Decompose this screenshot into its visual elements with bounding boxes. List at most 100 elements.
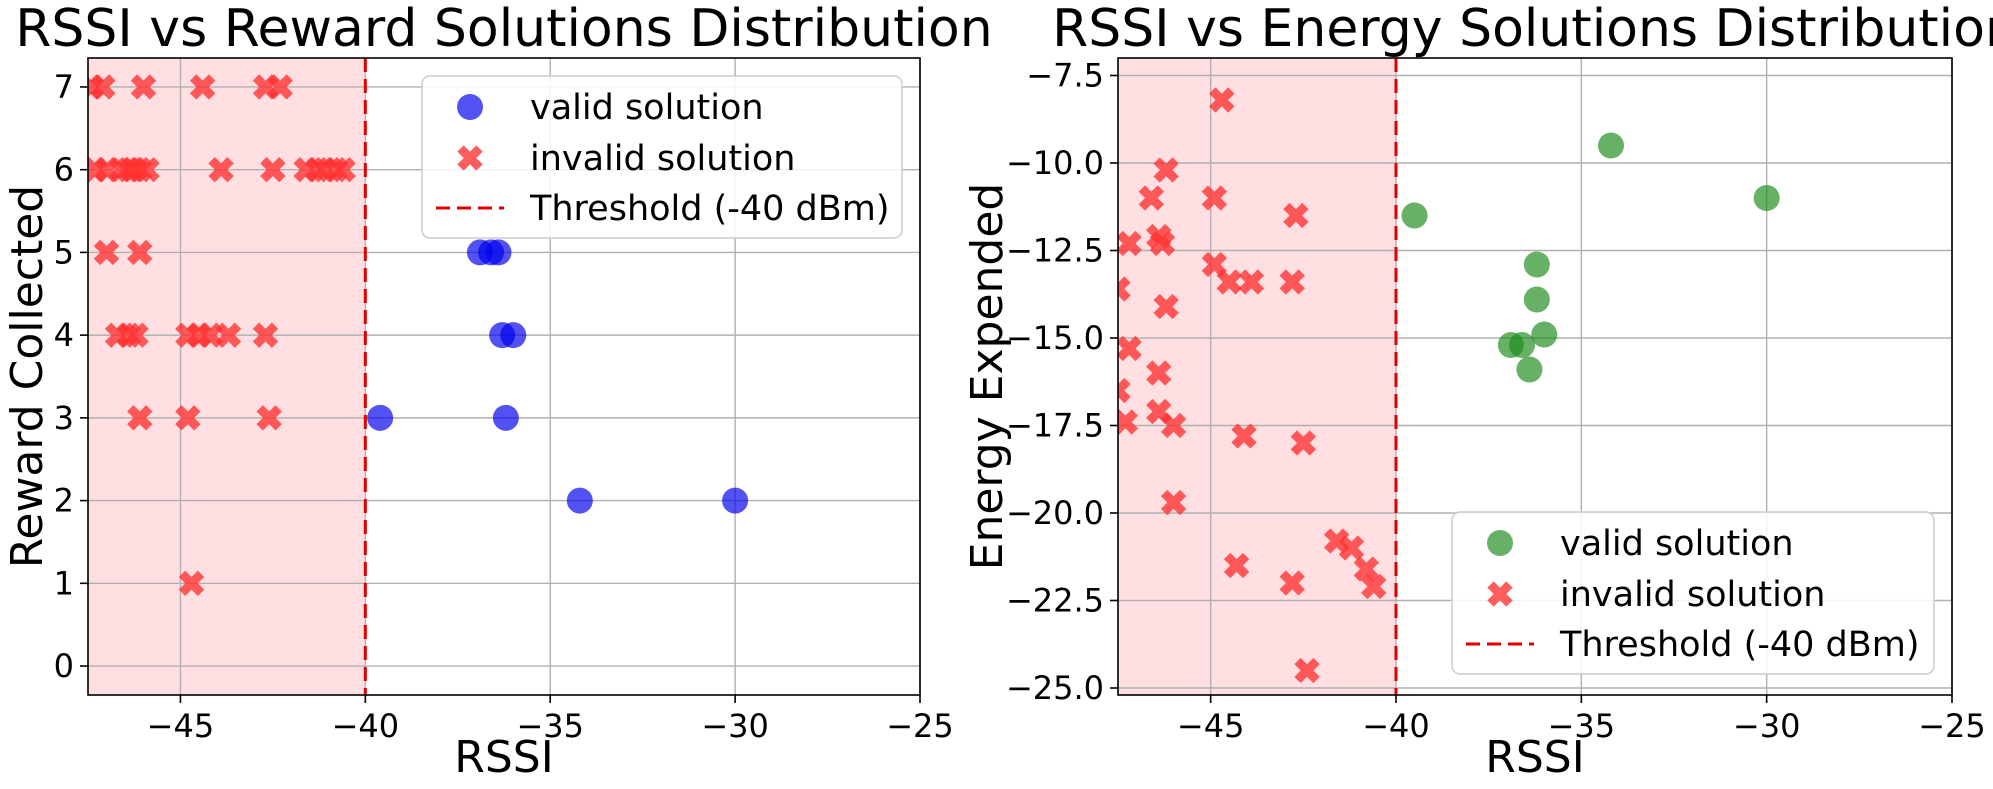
y-tick-label: −10.0 xyxy=(1006,144,1104,182)
valid-point-4 xyxy=(1523,286,1550,313)
x-tick-label: −30 xyxy=(1733,707,1801,745)
invalid-point-23 xyxy=(1324,528,1350,554)
y-tick-label: 4 xyxy=(54,316,74,354)
invalid-point-1 xyxy=(90,74,116,100)
y-tick-label: 5 xyxy=(54,233,74,271)
invalid-point-4 xyxy=(1283,202,1309,229)
invalid-point-13 xyxy=(208,157,234,183)
y-tick-label: 1 xyxy=(54,564,74,602)
y-tick-label: −20.0 xyxy=(1006,494,1104,532)
invalid-point-24 xyxy=(123,322,149,348)
x-tick-label: −30 xyxy=(701,707,769,745)
legend-box xyxy=(421,75,903,239)
legend-invalid-marker xyxy=(1487,581,1513,607)
legend-valid-label: valid solution xyxy=(1560,524,1794,564)
invalid-point-31 xyxy=(175,405,201,431)
x-axis-label: RSSI xyxy=(454,732,553,783)
valid-point-1 xyxy=(1753,185,1780,211)
invalid-point-24 xyxy=(1338,535,1365,561)
invalid-point-13 xyxy=(1153,293,1179,320)
legend-threshold-label: Threshold (-40 dBm) xyxy=(1559,625,1920,665)
invalid-point-29 xyxy=(252,322,279,348)
invalid-point-12 xyxy=(134,157,160,183)
invalid-point-14 xyxy=(260,157,286,183)
x-tick-label: −45 xyxy=(1177,707,1245,745)
chart-title: RSSI vs Reward Solutions Distribution xyxy=(15,0,992,59)
invalid-point-28 xyxy=(215,322,242,348)
invalid-point-8 xyxy=(1201,251,1228,278)
valid-point-3 xyxy=(1523,251,1550,278)
invalid-point-29 xyxy=(1294,657,1320,684)
invalid-point-26 xyxy=(1361,573,1387,600)
legend-threshold-label: Threshold (-40 dBm) xyxy=(529,189,890,229)
valid-point-4 xyxy=(500,322,527,349)
y-tick-label: −12.5 xyxy=(1006,232,1104,270)
series-valid-solution xyxy=(1401,132,1780,383)
legend-invalid-label: invalid solution xyxy=(530,139,795,179)
series-valid-solution xyxy=(367,239,749,514)
legend-valid-marker xyxy=(457,94,483,120)
valid-point-8 xyxy=(1516,356,1543,383)
invalid-point-28 xyxy=(1279,570,1305,596)
y-tick-label: −25.0 xyxy=(1006,669,1104,707)
invalid-point-25 xyxy=(1353,556,1380,582)
invalid-point-22 xyxy=(1160,489,1187,516)
invalid-point-5 xyxy=(267,74,293,100)
y-tick-label: 6 xyxy=(54,151,74,189)
valid-point-7 xyxy=(566,487,593,514)
y-tick-label: 3 xyxy=(54,399,74,437)
legend-invalid-label: invalid solution xyxy=(1560,575,1825,615)
invalid-point-19 xyxy=(1160,412,1187,439)
invalid-point-2 xyxy=(1138,185,1165,211)
invalid-point-11 xyxy=(1279,269,1305,295)
invalid-point-30 xyxy=(127,405,153,431)
valid-point-2 xyxy=(485,239,512,266)
valid-point-2 xyxy=(1401,202,1428,229)
invalid-point-5 xyxy=(1118,230,1142,257)
legend: valid solution invalid solution Threshold … xyxy=(1451,511,1935,675)
invalid-point-1 xyxy=(1153,157,1179,183)
valid-point-7 xyxy=(1509,332,1536,358)
series-invalid-solution xyxy=(88,74,356,596)
y-tick-label: 0 xyxy=(54,647,74,685)
y-tick-label: −15.0 xyxy=(1006,319,1104,357)
x-tick-label: −25 xyxy=(886,707,954,745)
valid-point-5 xyxy=(367,404,394,431)
invalid-point-0 xyxy=(1209,87,1235,113)
x-tick-label: −35 xyxy=(1548,707,1616,745)
invalid-point-18 xyxy=(1118,409,1139,435)
legend-valid-marker xyxy=(1487,530,1513,556)
invalid-point-14 xyxy=(1118,335,1142,362)
invalid-point-27 xyxy=(1223,552,1250,579)
chart-title: RSSI vs Energy Solutions Distribution xyxy=(1052,0,1993,59)
legend: valid solution invalid solution Threshold … xyxy=(421,75,903,239)
invalid-point-7 xyxy=(1149,230,1176,257)
valid-point-0 xyxy=(1597,132,1624,159)
series-invalid-solution xyxy=(1118,87,1387,684)
data-points xyxy=(1118,87,1780,684)
y-tick-label: −7.5 xyxy=(1026,57,1104,95)
valid-point-5 xyxy=(1531,321,1558,348)
invalid-point-16 xyxy=(1118,377,1131,404)
invalid-point-32 xyxy=(256,405,282,431)
invalid-point-21 xyxy=(1290,430,1317,456)
data-points xyxy=(88,74,749,596)
x-axis-label: RSSI xyxy=(1485,732,1584,783)
y-tick-label: −22.5 xyxy=(1006,582,1104,620)
x-tick-label: −40 xyxy=(1362,707,1430,745)
invalid-point-3 xyxy=(189,74,216,100)
x-tick-label: −40 xyxy=(332,707,400,745)
y-tick-label: 7 xyxy=(54,68,74,106)
y-axis-label: Reward Collected xyxy=(2,185,53,568)
legend-valid-label: valid solution xyxy=(530,88,764,128)
invalid-point-3 xyxy=(1201,185,1228,211)
x-tick-label: −45 xyxy=(147,707,215,745)
y-axis-label: Energy Expended xyxy=(962,183,1013,571)
plot-frame xyxy=(1117,57,1953,696)
plot-frame xyxy=(87,57,921,696)
invalid-point-15 xyxy=(1146,360,1172,386)
invalid-point-33 xyxy=(178,570,205,596)
valid-point-8 xyxy=(722,487,749,514)
x-tick-label: −35 xyxy=(516,707,584,745)
